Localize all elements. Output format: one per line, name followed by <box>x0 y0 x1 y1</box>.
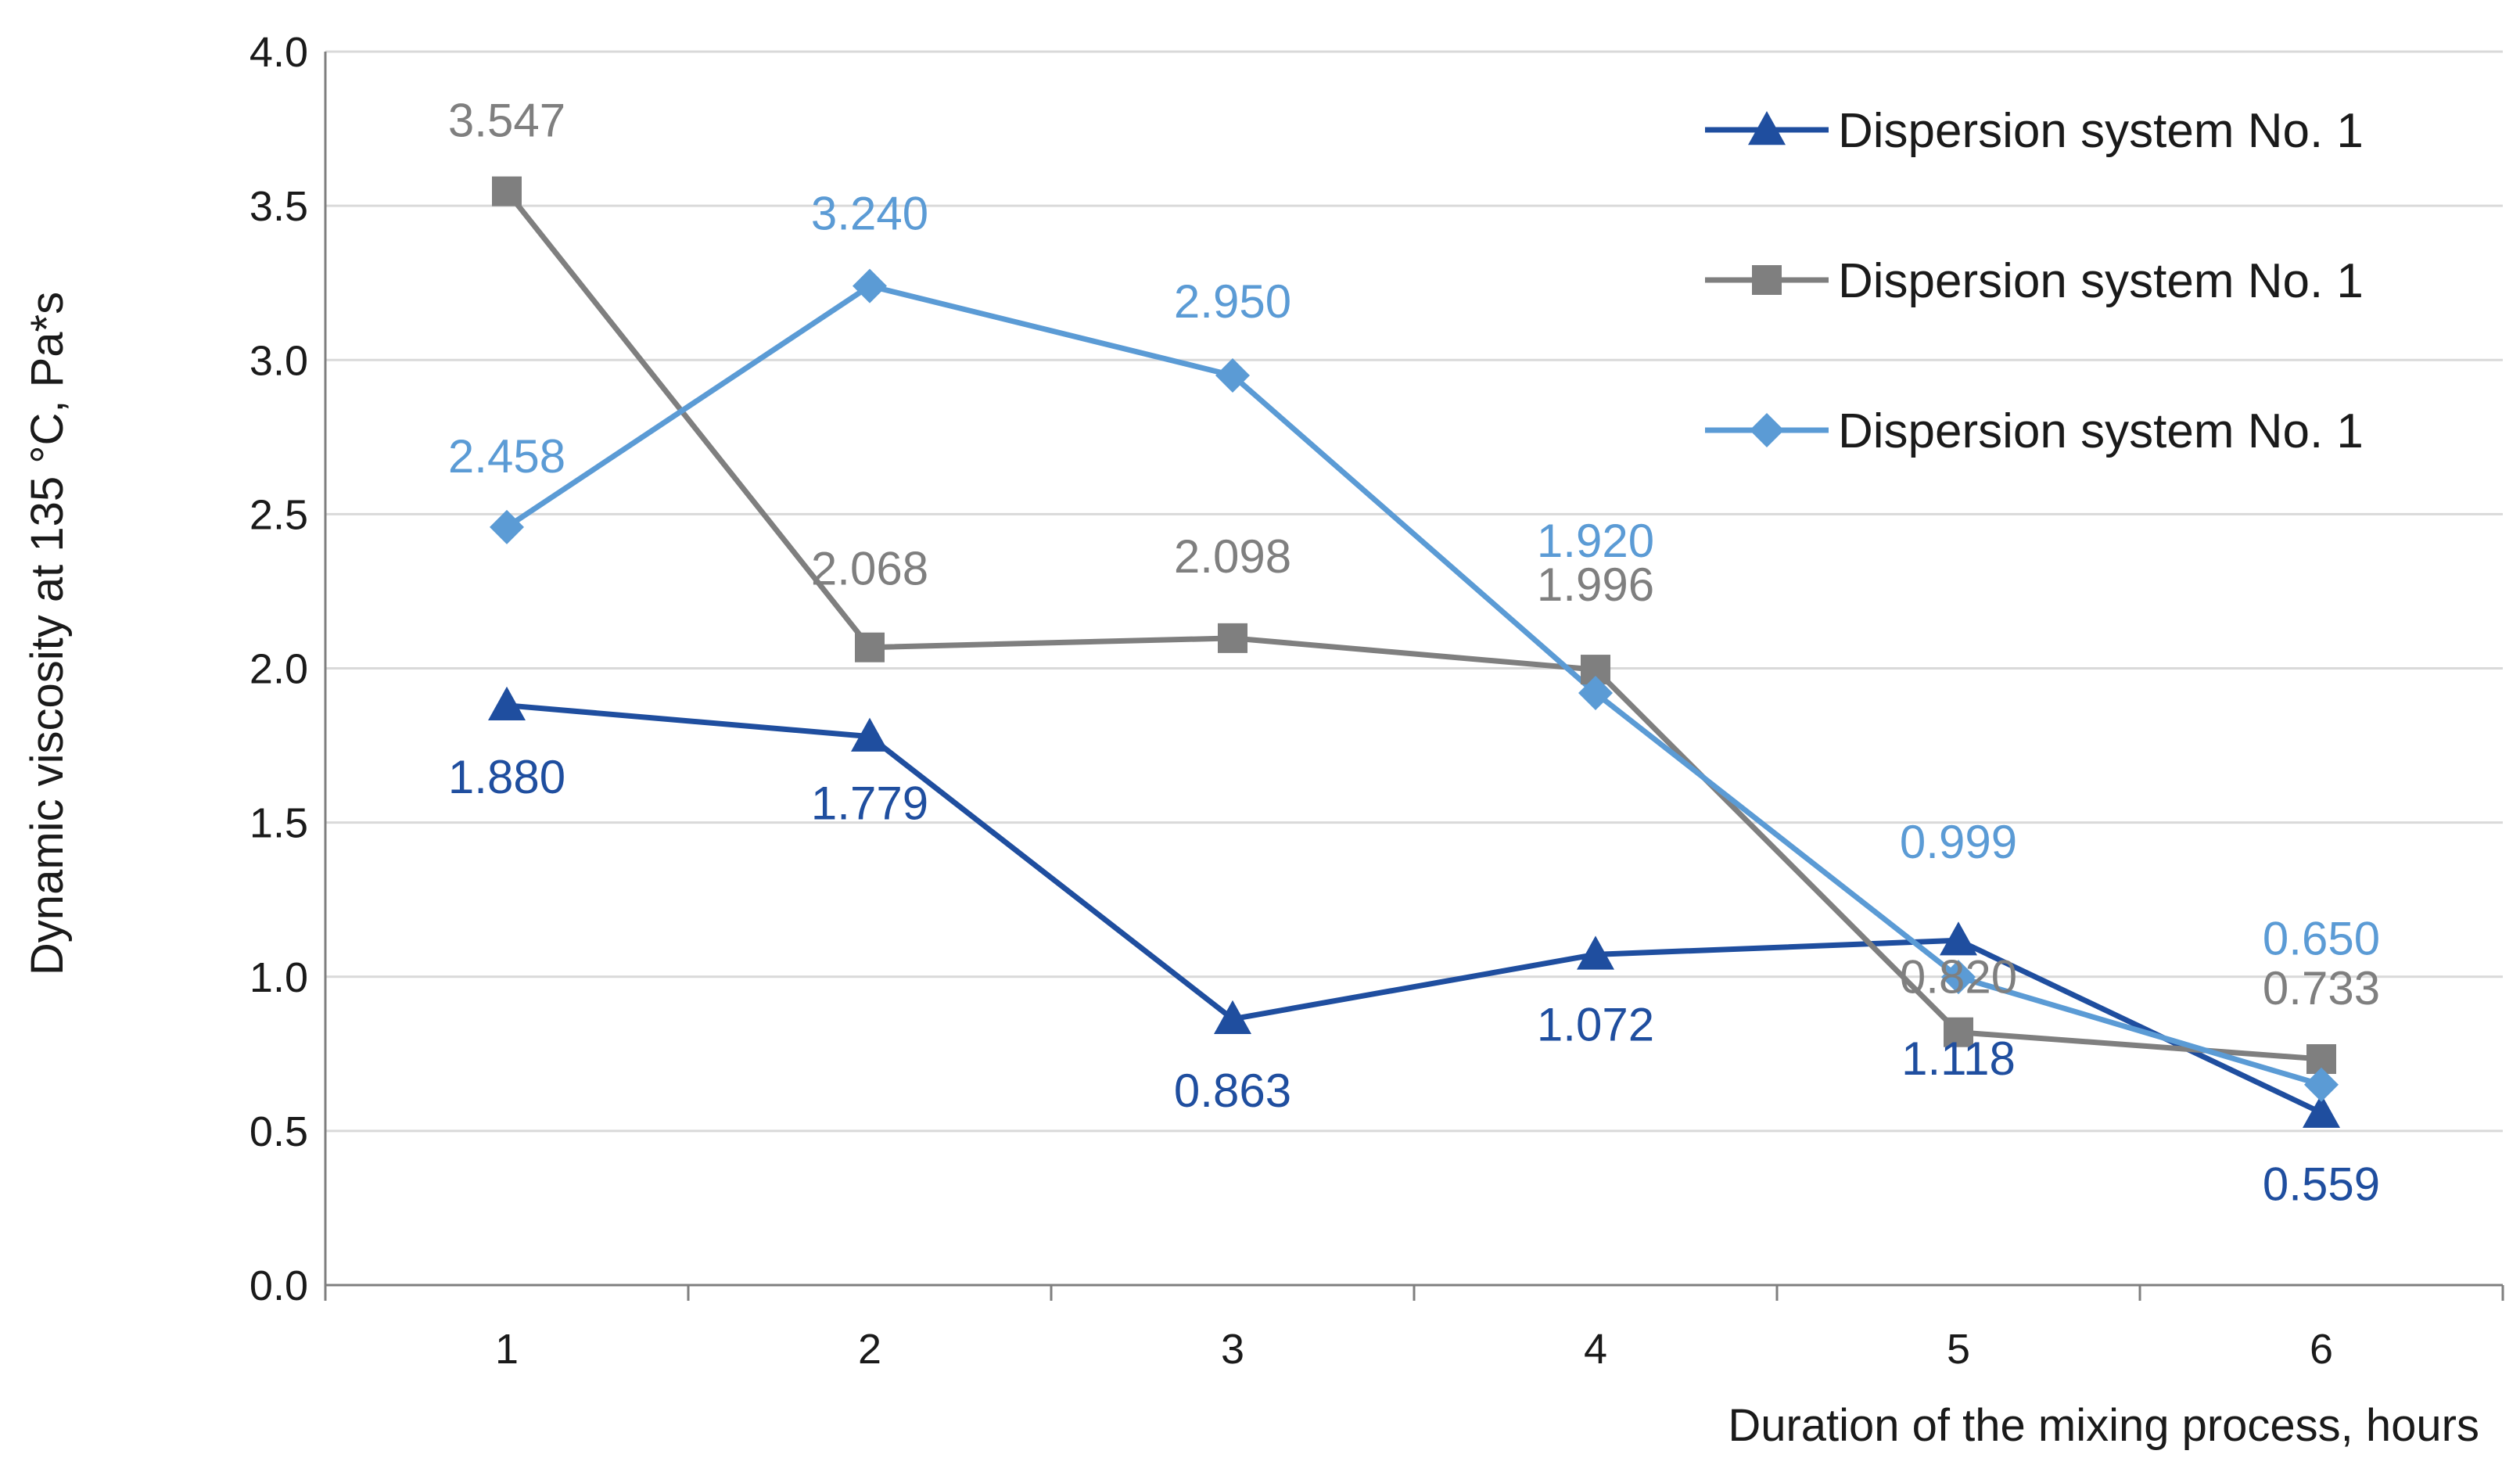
x-axis-title: Duration of the mixing process, hours <box>1728 1400 2479 1451</box>
x-tick-label: 1 <box>495 1326 519 1373</box>
data-point-square <box>1944 1017 1973 1047</box>
series-line-1 <box>506 702 2323 1115</box>
data-label: 1.920 <box>1537 515 1654 567</box>
x-tick-label: 3 <box>1221 1326 1244 1373</box>
legend-marker-triangle <box>1748 111 1786 145</box>
data-label: 0.999 <box>1900 816 2017 868</box>
data-point-triangle <box>488 686 526 721</box>
data-point-triangle <box>1577 935 1614 970</box>
data-point-diamond <box>1941 960 1976 995</box>
data-point-triangle <box>851 717 888 752</box>
x-tick-label: 4 <box>1584 1326 1607 1373</box>
axes: 0.0 0.5 1.0 1.5 2.0 2.5 3.0 3.5 4.0 1 2 3 4 5 6 <box>249 29 2504 1373</box>
data-point-square <box>1218 623 1247 653</box>
y-tick-label: 2.0 <box>249 646 308 693</box>
data-label: 0.820 <box>1900 951 2017 1004</box>
legend-marker-diamond <box>1750 413 1784 447</box>
y-tick-label: 0.0 <box>249 1262 308 1309</box>
data-label: 0.650 <box>2263 913 2380 965</box>
data-point-diamond <box>1578 676 1613 711</box>
data-point-square <box>492 176 522 206</box>
legend-label: Dispersion system No. 1 <box>1838 404 2364 458</box>
series-group <box>488 176 2340 1128</box>
y-tick-label: 4.0 <box>249 29 308 76</box>
data-point-square <box>855 632 885 662</box>
data-point-diamond <box>2304 1067 2339 1102</box>
data-point-diamond <box>1215 357 1250 393</box>
data-labels: 1.880 1.779 0.863 1.072 1.118 0.559 3.547 2.068… <box>448 95 2380 1211</box>
data-label: 2.068 <box>811 543 928 595</box>
y-tick-label: 2.5 <box>249 491 308 538</box>
data-label: 3.547 <box>448 95 565 147</box>
data-label: 2.950 <box>1174 275 1291 328</box>
legend-label: Dispersion system No. 1 <box>1838 104 2364 158</box>
legend-marker-square <box>1752 265 1782 295</box>
data-label: 1.996 <box>1537 558 1654 611</box>
data-label: 2.458 <box>448 430 565 483</box>
y-tick-label: 3.5 <box>249 183 308 230</box>
x-tick-label: 2 <box>858 1326 881 1373</box>
x-tick-label: 6 <box>2310 1326 2333 1373</box>
y-tick-label: 3.0 <box>249 337 308 384</box>
data-label: 2.098 <box>1174 530 1291 583</box>
legend: Dispersion system No. 1 Dispersion system… <box>1705 104 2364 458</box>
series-line-2 <box>504 189 2322 1062</box>
y-tick-label: 1.5 <box>249 800 308 847</box>
data-point-diamond <box>490 509 524 544</box>
y-tick-label: 1.0 <box>249 954 308 1001</box>
data-label: 0.863 <box>1174 1065 1291 1117</box>
data-point-triangle <box>1214 1000 1251 1034</box>
legend-label: Dispersion system No. 1 <box>1838 254 2364 308</box>
data-label: 1.118 <box>1901 1032 2016 1085</box>
data-label: 1.779 <box>811 777 928 830</box>
gridlines <box>325 50 2503 1133</box>
data-label: 0.733 <box>2263 962 2380 1014</box>
series-line-3 <box>505 283 2322 1088</box>
y-axis-title: Dynamic viscosity at 135 °C, Pa*s <box>22 292 73 975</box>
data-label: 1.880 <box>448 751 565 803</box>
data-label: 3.240 <box>811 188 928 240</box>
y-tick-label: 0.5 <box>249 1108 308 1155</box>
data-point-diamond <box>853 268 887 303</box>
x-tick-label: 5 <box>1947 1326 1970 1373</box>
data-label: 1.072 <box>1537 998 1654 1050</box>
data-point-triangle <box>2303 1093 2340 1128</box>
data-label: 0.559 <box>2263 1158 2380 1211</box>
data-point-triangle <box>1940 921 1977 956</box>
